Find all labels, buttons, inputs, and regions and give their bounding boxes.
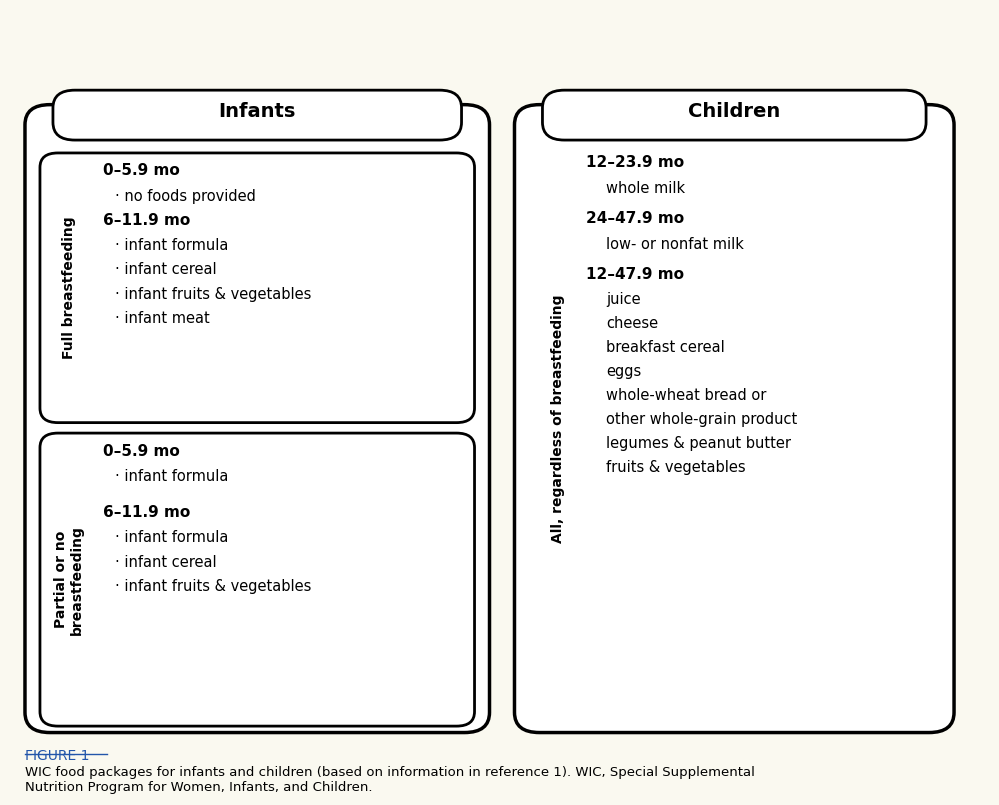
Text: breakfast cereal: breakfast cereal: [606, 341, 725, 355]
Text: · infant cereal: · infant cereal: [115, 262, 217, 278]
Text: Partial or no
breastfeeding: Partial or no breastfeeding: [54, 525, 84, 634]
FancyBboxPatch shape: [25, 105, 490, 733]
Text: · infant cereal: · infant cereal: [115, 555, 217, 570]
FancyBboxPatch shape: [40, 153, 475, 423]
Text: 6–11.9 mo: 6–11.9 mo: [103, 506, 190, 520]
Text: · infant fruits & vegetables: · infant fruits & vegetables: [115, 287, 312, 302]
FancyBboxPatch shape: [542, 90, 926, 140]
Text: · infant formula: · infant formula: [115, 530, 228, 546]
Text: cheese: cheese: [606, 316, 658, 332]
Text: All, regardless of breastfeeding: All, regardless of breastfeeding: [551, 295, 565, 543]
Text: · infant meat: · infant meat: [115, 311, 210, 326]
Text: juice: juice: [606, 292, 641, 308]
Text: · infant formula: · infant formula: [115, 238, 228, 254]
Text: 0–5.9 mo: 0–5.9 mo: [103, 163, 180, 179]
Text: WIC food packages for infants and children (based on information in reference 1): WIC food packages for infants and childr…: [25, 766, 755, 795]
Text: FIGURE 1: FIGURE 1: [25, 749, 90, 762]
Text: legumes & peanut butter: legumes & peanut butter: [606, 436, 791, 452]
Text: 0–5.9 mo: 0–5.9 mo: [103, 444, 180, 459]
Text: fruits & vegetables: fruits & vegetables: [606, 460, 746, 475]
FancyBboxPatch shape: [40, 433, 475, 726]
Text: Infants: Infants: [219, 101, 296, 121]
FancyBboxPatch shape: [53, 90, 462, 140]
Text: · no foods provided: · no foods provided: [115, 189, 256, 204]
Text: · infant formula: · infant formula: [115, 469, 228, 484]
Text: 12–23.9 mo: 12–23.9 mo: [586, 155, 684, 171]
FancyBboxPatch shape: [514, 105, 954, 733]
Text: Full breastfeeding: Full breastfeeding: [62, 217, 76, 359]
Text: 24–47.9 mo: 24–47.9 mo: [586, 211, 684, 226]
Text: 6–11.9 mo: 6–11.9 mo: [103, 213, 190, 228]
Text: 12–47.9 mo: 12–47.9 mo: [586, 267, 684, 282]
Text: · infant fruits & vegetables: · infant fruits & vegetables: [115, 579, 312, 594]
Text: low- or nonfat milk: low- or nonfat milk: [606, 237, 744, 251]
Text: other whole-grain product: other whole-grain product: [606, 412, 797, 427]
Text: whole milk: whole milk: [606, 181, 685, 196]
Text: whole-wheat bread or: whole-wheat bread or: [606, 388, 767, 403]
Text: Children: Children: [688, 101, 780, 121]
Text: eggs: eggs: [606, 365, 641, 379]
